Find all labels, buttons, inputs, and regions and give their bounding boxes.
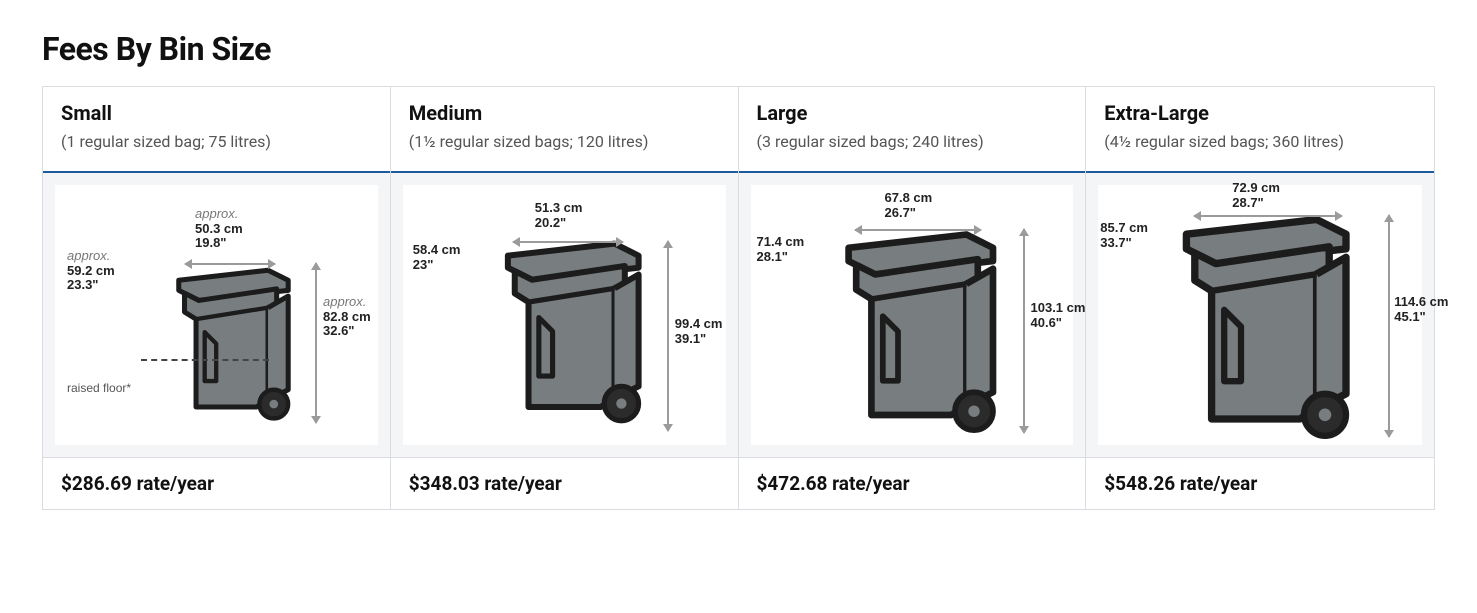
bin-illustration-wrap: approx.50.3 cm19.8" approx.59.2 cm23.3" ap… [43, 173, 390, 457]
bin-height-label: 99.4 cm39.1" [675, 317, 723, 347]
bin-header: Large (3 regular sized bags; 240 litres) [739, 87, 1086, 173]
bin-column: Extra-Large (4½ regular sized bags; 360 l… [1086, 87, 1434, 509]
bin-width-label: 72.9 cm28.7" [1232, 181, 1280, 211]
bin-column: Small (1 regular sized bag; 75 litres) app… [43, 87, 391, 509]
bin-illustration-wrap: 72.9 cm28.7"85.7 cm33.7"114.6 cm45.1" [1086, 173, 1434, 457]
bin-header: Extra-Large (4½ regular sized bags; 360 l… [1086, 87, 1434, 173]
bin-depth-label: approx.59.2 cm23.3" [67, 249, 115, 294]
bin-depth-label: 71.4 cm28.1" [757, 235, 805, 265]
bin-subtitle: (1 regular sized bag; 75 litres) [61, 131, 372, 153]
bin-illustration: approx.50.3 cm19.8" approx.59.2 cm23.3" ap… [55, 185, 378, 445]
bin-name: Extra-Large [1104, 101, 1416, 125]
height-arrow [1388, 215, 1390, 437]
bin-rate: $286.69 rate/year [43, 457, 390, 509]
bin-width-label: approx.50.3 cm19.8" [195, 207, 243, 252]
bin-illustration-wrap: 51.3 cm20.2" 58.4 cm23" 99.4 cm39.1" [391, 173, 738, 457]
height-arrow [1023, 229, 1025, 433]
bin-rate: $548.26 rate/year [1086, 457, 1434, 509]
bin-rate: $472.68 rate/year [739, 457, 1086, 509]
bin-icon [173, 263, 295, 421]
bin-width-label: 67.8 cm26.7" [885, 191, 933, 221]
bin-header: Medium (1½ regular sized bags; 120 litres… [391, 87, 738, 173]
bin-header: Small (1 regular sized bag; 75 litres) [43, 87, 390, 173]
bin-subtitle: (3 regular sized bags; 240 litres) [757, 131, 1068, 153]
bin-illustration-wrap: 67.8 cm26.7" 71.4 cm28.1" 103.1 cm40.6" [739, 173, 1086, 457]
bin-height-label: 103.1 cm40.6" [1031, 301, 1086, 331]
bin-name: Large [757, 101, 1068, 125]
height-arrow [667, 241, 669, 431]
bin-subtitle: (1½ regular sized bags; 120 litres) [409, 131, 720, 153]
bin-rate: $348.03 rate/year [391, 457, 738, 509]
bin-icon [1178, 209, 1357, 440]
bin-depth-label: 85.7 cm33.7" [1100, 221, 1148, 251]
width-arrow [185, 263, 275, 265]
bin-icon [501, 235, 647, 424]
bin-subtitle: (4½ regular sized bags; 360 litres) [1104, 131, 1416, 153]
page-title: Fees By Bin Size [42, 30, 1435, 68]
bin-name: Medium [409, 101, 720, 125]
height-arrow [315, 263, 317, 423]
bin-size-table: Small (1 regular sized bag; 75 litres) app… [42, 86, 1435, 510]
bin-illustration: 51.3 cm20.2" 58.4 cm23" 99.4 cm39.1" [403, 185, 726, 445]
bin-width-label: 51.3 cm20.2" [535, 201, 583, 231]
width-arrow [1194, 215, 1342, 217]
width-arrow [855, 229, 981, 231]
bin-height-label: 114.6 cm45.1" [1394, 295, 1448, 325]
width-arrow [513, 241, 623, 243]
bin-column: Medium (1½ regular sized bags; 120 litres… [391, 87, 739, 509]
bin-depth-label: 58.4 cm23" [413, 243, 461, 273]
raised-floor-line [141, 359, 269, 361]
bin-name: Small [61, 101, 372, 125]
raised-floor-label: raised floor* [67, 381, 131, 395]
bin-illustration: 72.9 cm28.7"85.7 cm33.7"114.6 cm45.1" [1098, 185, 1422, 445]
bin-column: Large (3 regular sized bags; 240 litres) 6… [739, 87, 1087, 509]
bin-icon [841, 225, 1003, 434]
bin-illustration: 67.8 cm26.7"71.4 cm28.1"103.1 cm40.6" [751, 185, 1074, 445]
bin-height-label: approx.82.8 cm32.6" [323, 295, 371, 340]
